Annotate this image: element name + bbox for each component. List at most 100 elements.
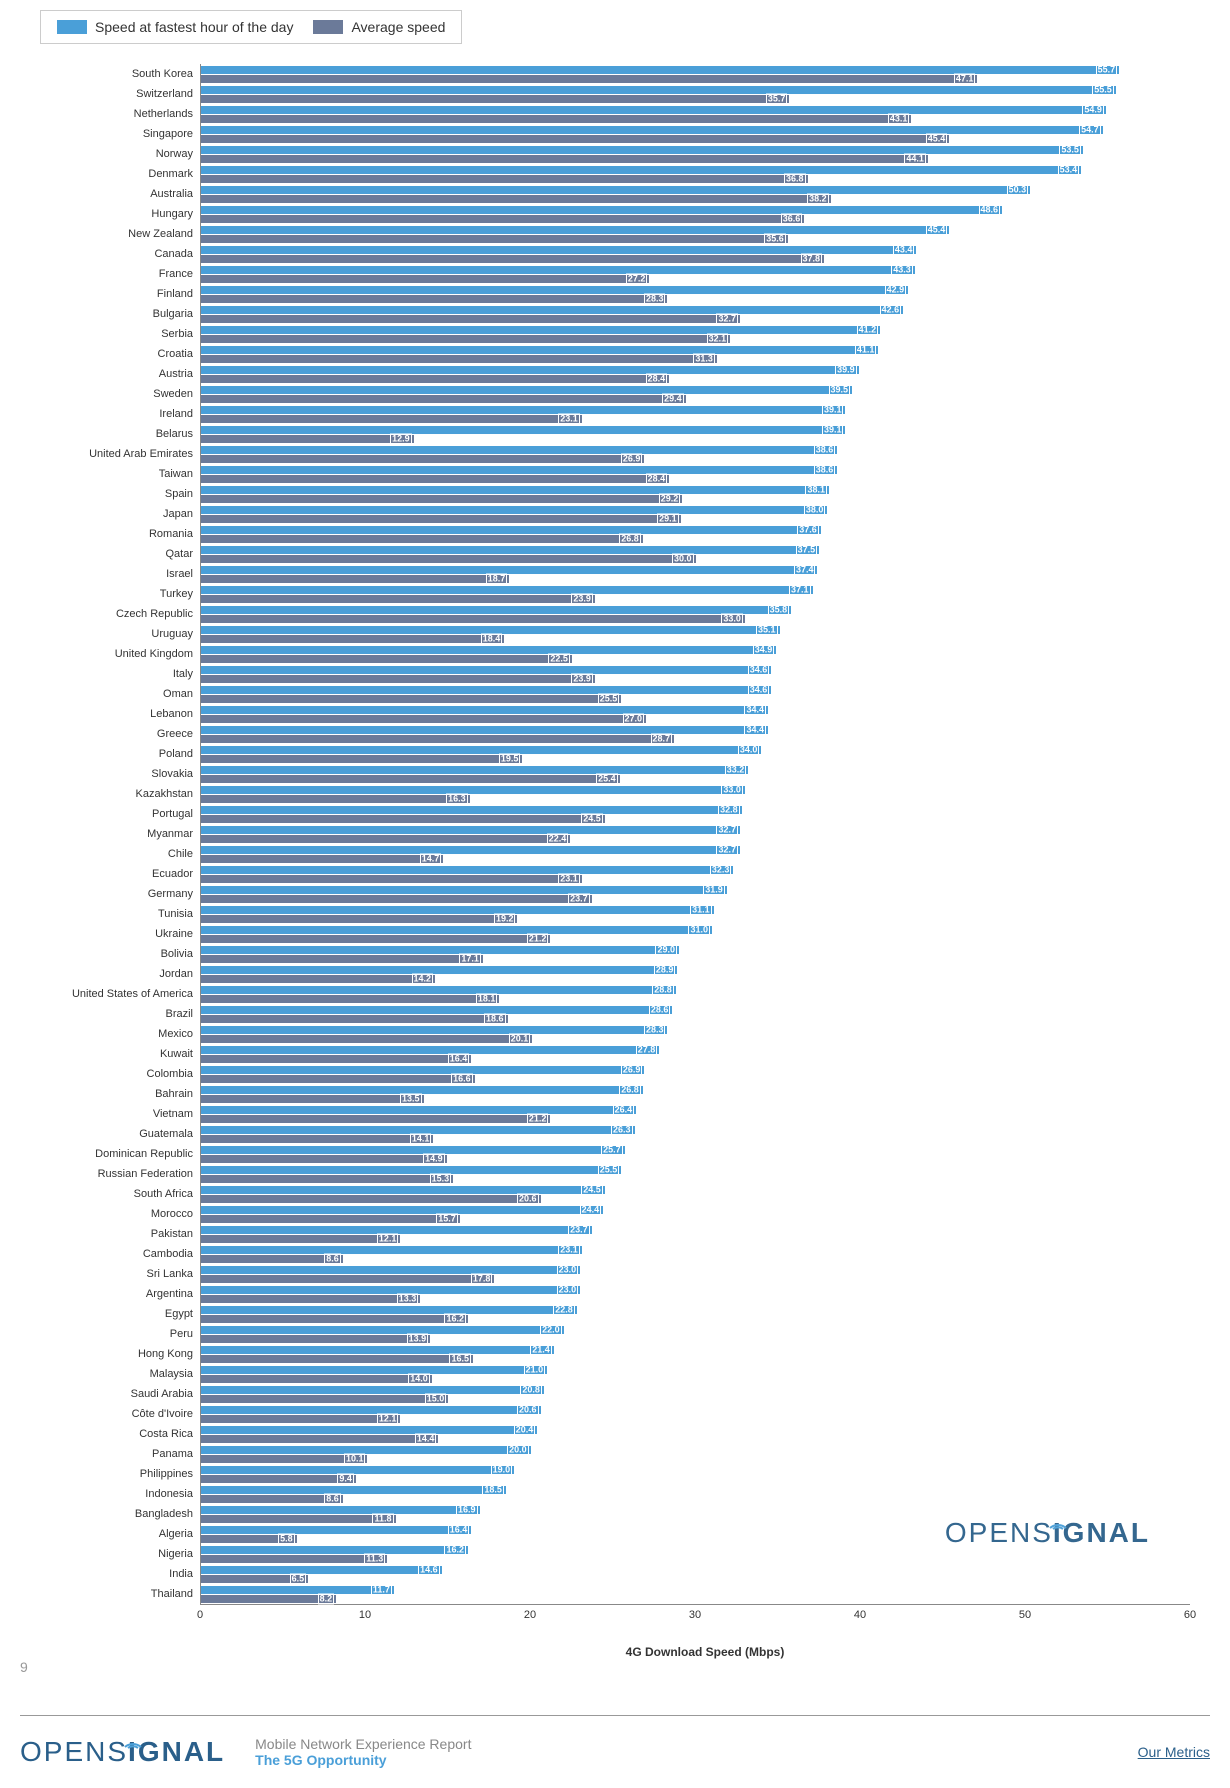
bar-value-avg: 18.4 <box>481 633 503 644</box>
bar-value-fast: 43.3 <box>891 264 913 275</box>
bar-fast: 42.9 <box>201 286 908 294</box>
x-tick: 30 <box>689 1609 701 1621</box>
bar-fast: 20.8 <box>201 1386 544 1394</box>
chart-row: Qatar37.530.0 <box>201 544 1190 564</box>
bar-fast: 34.6 <box>201 686 771 694</box>
bar-fast: 37.6 <box>201 526 821 534</box>
bar-value-fast: 26.8 <box>619 1084 641 1095</box>
bar-value-fast: 16.2 <box>444 1544 466 1555</box>
bar-fast: 23.1 <box>201 1246 582 1254</box>
chart-row: Belarus39.112.9 <box>201 424 1190 444</box>
country-label: Algeria <box>159 1528 201 1540</box>
chart-row: Argentina23.013.3 <box>201 1284 1190 1304</box>
country-label: Netherlands <box>134 108 201 120</box>
bar-value-fast: 16.9 <box>456 1504 478 1515</box>
bar-value-avg: 32.7 <box>716 313 738 324</box>
bar-avg: 26.8 <box>201 535 643 543</box>
bar-fast: 31.0 <box>201 926 712 934</box>
bar-value-avg: 8.2 <box>318 1593 335 1604</box>
bar-fast: 33.0 <box>201 786 745 794</box>
bar-value-avg: 20.6 <box>517 1193 539 1204</box>
bar-fast: 20.6 <box>201 1406 541 1414</box>
bar-fast: 43.3 <box>201 266 915 274</box>
bar-value-fast: 54.7 <box>1079 124 1101 135</box>
bar-value-fast: 34.4 <box>744 704 766 715</box>
bar-avg: 14.1 <box>201 1135 433 1143</box>
country-label: United Arab Emirates <box>89 448 201 460</box>
chart-row: Kazakhstan33.016.3 <box>201 784 1190 804</box>
bar-avg: 16.6 <box>201 1075 475 1083</box>
country-label: Egypt <box>165 1308 201 1320</box>
bar-avg: 47.1 <box>201 75 977 83</box>
bar-fast: 39.5 <box>201 386 852 394</box>
country-label: Slovakia <box>151 768 201 780</box>
chart-row: Finland42.928.3 <box>201 284 1190 304</box>
country-label: Qatar <box>165 548 201 560</box>
bar-value-avg: 27.2 <box>626 273 648 284</box>
bar-avg: 16.2 <box>201 1315 468 1323</box>
bar-avg: 10.1 <box>201 1455 367 1463</box>
bar-value-fast: 45.4 <box>926 224 948 235</box>
bar-avg: 12.9 <box>201 435 414 443</box>
bar-value-avg: 23.7 <box>568 893 590 904</box>
x-tick: 50 <box>1019 1609 1031 1621</box>
chart-row: Uruguay35.118.4 <box>201 624 1190 644</box>
bar-fast: 24.4 <box>201 1206 603 1214</box>
legend-item-avg: Average speed <box>313 19 445 35</box>
bar-value-fast: 38.0 <box>804 504 826 515</box>
bar-value-avg: 16.2 <box>444 1313 466 1324</box>
bar-value-fast: 33.2 <box>725 764 747 775</box>
bar-value-avg: 14.4 <box>415 1433 437 1444</box>
chart-row: Hungary48.636.6 <box>201 204 1190 224</box>
country-label: Nigeria <box>158 1548 201 1560</box>
bar-value-avg: 19.2 <box>494 913 516 924</box>
bar-avg: 29.4 <box>201 395 686 403</box>
bar-value-fast: 37.5 <box>796 544 818 555</box>
opensignal-watermark: OPENSIGNAL <box>945 1517 1150 1549</box>
bar-fast: 28.8 <box>201 986 676 994</box>
country-label: Peru <box>170 1328 201 1340</box>
bar-fast: 26.9 <box>201 1066 644 1074</box>
footer-report-subtitle: The 5G Opportunity <box>255 1752 471 1768</box>
bar-value-fast: 23.7 <box>568 1224 590 1235</box>
bar-avg: 28.7 <box>201 735 674 743</box>
bar-value-avg: 28.3 <box>644 293 666 304</box>
bar-avg: 18.6 <box>201 1015 508 1023</box>
bar-value-fast: 32.8 <box>718 804 740 815</box>
chart-row: Guatemala26.314.1 <box>201 1124 1190 1144</box>
country-label: Pakistan <box>151 1228 201 1240</box>
chart-row: South Africa24.520.6 <box>201 1184 1190 1204</box>
chart-row: Vietnam26.421.2 <box>201 1104 1190 1124</box>
bar-fast: 14.6 <box>201 1566 442 1574</box>
bar-avg: 23.1 <box>201 415 582 423</box>
bar-fast: 32.7 <box>201 826 740 834</box>
bar-fast: 41.1 <box>201 346 878 354</box>
bar-value-avg: 29.1 <box>657 513 679 524</box>
bar-fast: 38.6 <box>201 446 837 454</box>
bar-fast: 25.5 <box>201 1166 621 1174</box>
country-label: Portugal <box>152 808 201 820</box>
bar-fast: 38.6 <box>201 466 837 474</box>
chart-row: Slovakia33.225.4 <box>201 764 1190 784</box>
bar-value-fast: 25.7 <box>601 1144 623 1155</box>
bar-fast: 24.5 <box>201 1186 605 1194</box>
bar-fast: 32.3 <box>201 866 733 874</box>
bar-value-fast: 21.0 <box>524 1364 546 1375</box>
bar-fast: 53.5 <box>201 146 1083 154</box>
x-tick: 20 <box>524 1609 536 1621</box>
country-label: Philippines <box>140 1468 201 1480</box>
bar-value-avg: 35.7 <box>766 93 788 104</box>
bar-avg: 13.9 <box>201 1335 430 1343</box>
bar-value-avg: 9.4 <box>337 1473 354 1484</box>
bar-fast: 35.8 <box>201 606 791 614</box>
chart-row: Turkey37.123.9 <box>201 584 1190 604</box>
country-label: Vietnam <box>153 1108 201 1120</box>
chart-row: Netherlands54.943.1 <box>201 104 1190 124</box>
bar-fast: 26.8 <box>201 1086 643 1094</box>
bar-value-avg: 29.2 <box>659 493 681 504</box>
bar-avg: 15.3 <box>201 1175 453 1183</box>
bar-value-avg: 18.6 <box>484 1013 506 1024</box>
bar-fast: 21.4 <box>201 1346 554 1354</box>
bar-value-fast: 42.9 <box>885 284 907 295</box>
bar-value-fast: 34.6 <box>748 684 770 695</box>
